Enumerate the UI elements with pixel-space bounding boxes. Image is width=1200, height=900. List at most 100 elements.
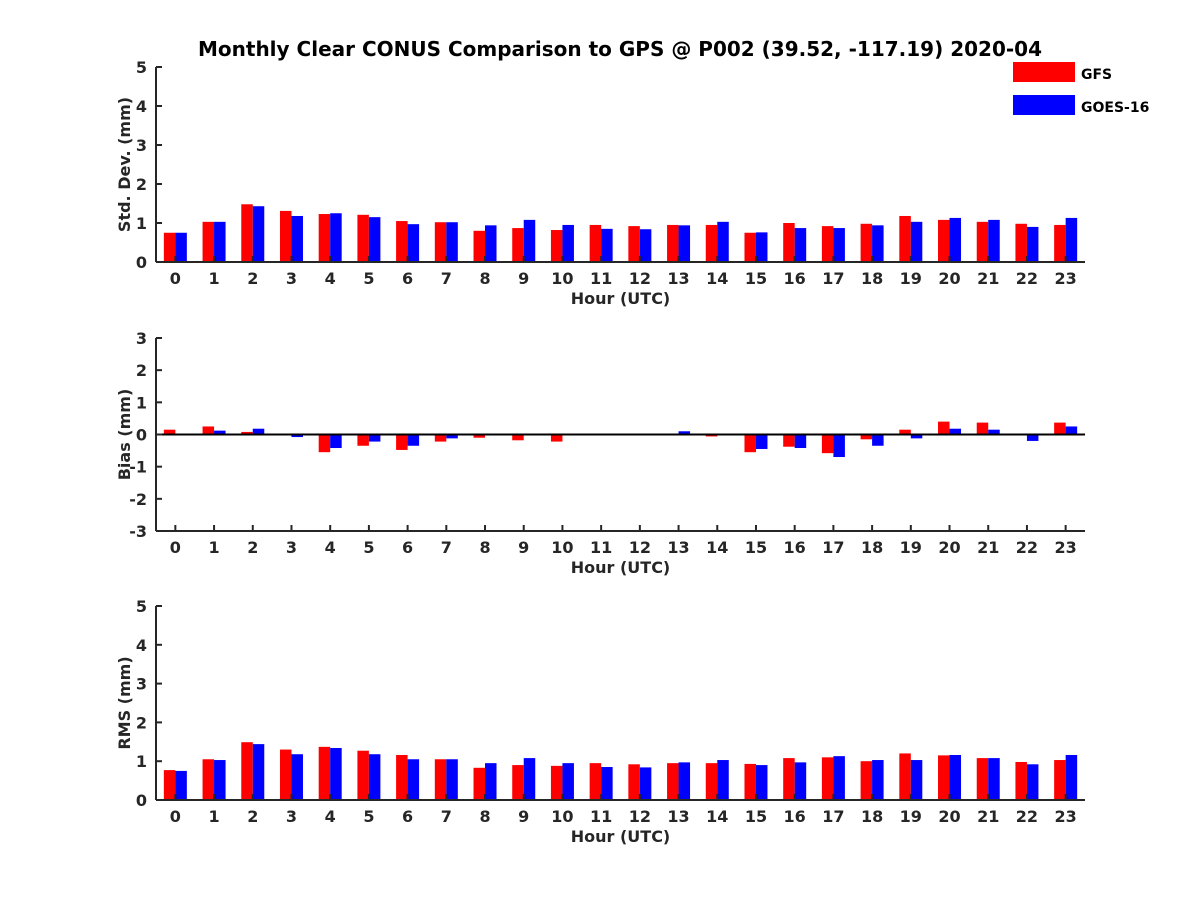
rms-y-tick-label: 5 [136,597,147,616]
bias-x-tick-label: 14 [706,538,728,557]
rms-x-tick-label: 13 [667,807,689,826]
std-dev-bar-gfs-9 [512,228,524,262]
bias-x-tick-label: 19 [900,538,922,557]
std-dev-bar-gfs-5 [357,214,369,262]
bias-bar-goes16-21 [988,429,1000,435]
std-dev-bar-goes16-2 [252,206,265,262]
std-dev-x-tick-label: 21 [977,269,999,288]
std-dev-bar-goes16-22 [1026,226,1039,262]
bias-x-tick-label: 2 [247,538,258,557]
rms-bar-gfs-22 [1015,761,1027,800]
bias-bar-goes16-20 [949,428,962,435]
rms-bar-goes16-9 [523,758,536,800]
std-dev-bar-goes16-9 [523,219,536,262]
bias-x-tick-label: 8 [479,538,490,557]
std-dev-x-axis-label: Hour (UTC) [571,289,671,308]
std-dev-bar-goes16-13 [678,225,691,262]
legend-swatch-goes16 [1013,95,1075,115]
bias-x-tick-label: 5 [363,538,374,557]
bias-x-tick-label: 11 [590,538,612,557]
bias-bar-gfs-8 [473,434,486,438]
rms-bar-goes16-3 [291,754,303,800]
std-dev-y-tick-label: 0 [136,253,147,272]
std-dev-bar-goes16-4 [330,213,342,262]
std-dev-x-tick-label: 6 [402,269,413,288]
std-dev-x-tick-label: 10 [551,269,573,288]
rms-x-tick-label: 16 [784,807,806,826]
rms-x-tick-label: 19 [900,807,922,826]
bias-x-tick-label: 6 [402,538,413,557]
std-dev-bar-goes16-1 [214,221,226,262]
bias-x-tick-label: 15 [745,538,767,557]
std-dev-bar-gfs-16 [783,223,795,262]
std-dev-bar-gfs-22 [1015,223,1027,262]
std-dev-x-tick-label: 5 [363,269,374,288]
std-dev-bar-gfs-2 [241,204,253,262]
std-dev-x-tick-label: 4 [325,269,336,288]
rms-bar-goes16-7 [446,759,458,800]
std-dev-x-tick-label: 0 [170,269,181,288]
rms-bar-gfs-9 [512,765,524,800]
bias-bar-gfs-18 [860,434,873,440]
std-dev-x-tick-label: 14 [706,269,728,288]
bias-y-axis-label: Bias (mm) [115,389,134,481]
std-dev-bar-gfs-17 [821,226,834,262]
rms-bar-goes16-13 [678,762,691,800]
std-dev-x-tick-label: 2 [247,269,258,288]
rms-y-tick-label: 1 [136,752,147,771]
rms-y-tick-label: 2 [136,713,147,732]
rms-x-tick-label: 21 [977,807,999,826]
rms-x-tick-label: 7 [441,807,452,826]
std-dev-bar-goes16-5 [368,217,381,262]
rms-bar-goes16-2 [252,744,265,800]
bias-x-tick-label: 9 [518,538,529,557]
bias-x-axis-label: Hour (UTC) [571,558,671,577]
rms-y-tick-label: 3 [136,675,147,694]
bias-bar-gfs-23 [1054,422,1066,435]
bias-x-tick-label: 20 [938,538,960,557]
rms-bar-goes16-15 [755,765,768,800]
rms-bar-goes16-17 [833,756,845,800]
std-dev-bar-goes16-14 [717,221,729,262]
rms-bar-gfs-20 [938,755,950,800]
bias-x-tick-label: 21 [977,538,999,557]
std-dev-x-tick-label: 1 [208,269,219,288]
rms-x-tick-label: 15 [745,807,767,826]
std-dev-bar-gfs-0 [163,232,176,262]
legend-swatch-gfs [1013,62,1075,82]
bias-bar-goes16-3 [291,434,303,438]
bias-bar-goes16-22 [1026,434,1039,441]
rms-bar-goes16-20 [949,754,962,800]
std-dev-bar-goes16-11 [601,228,613,262]
std-dev-bar-goes16-10 [562,224,574,262]
rms-bar-gfs-3 [279,749,292,800]
rms-bar-gfs-18 [860,761,873,800]
rms-bar-goes16-11 [601,767,613,800]
legend: GFS GOES-16 [1013,62,1149,116]
std-dev-y-tick-label: 2 [136,175,147,194]
bias-bar-gfs-5 [357,434,369,446]
bias-y-tick-label: 2 [136,361,147,380]
bias-x-tick-label: 0 [170,538,181,557]
bias-bar-gfs-0 [163,429,176,435]
rms-bar-gfs-16 [783,758,795,800]
bias-x-tick-label: 17 [822,538,844,557]
std-dev-bar-gfs-12 [628,226,640,262]
bias-bar-gfs-20 [938,421,950,435]
rms-bar-goes16-16 [794,762,807,800]
rms-x-tick-label: 4 [325,807,336,826]
std-dev-x-tick-label: 8 [479,269,490,288]
rms-x-tick-label: 8 [479,807,490,826]
std-dev-bar-gfs-8 [473,230,486,262]
std-dev-x-tick-label: 13 [667,269,689,288]
rms-bar-gfs-11 [589,763,602,800]
rms-bar-goes16-10 [562,763,574,800]
bias-x-tick-label: 1 [208,538,219,557]
std-dev-bar-goes16-17 [833,228,845,262]
rms-bar-gfs-19 [899,753,911,800]
bias-bar-goes16-5 [368,434,381,442]
std-dev-y-tick-label: 1 [136,214,147,233]
rms-bar-gfs-2 [241,742,253,800]
